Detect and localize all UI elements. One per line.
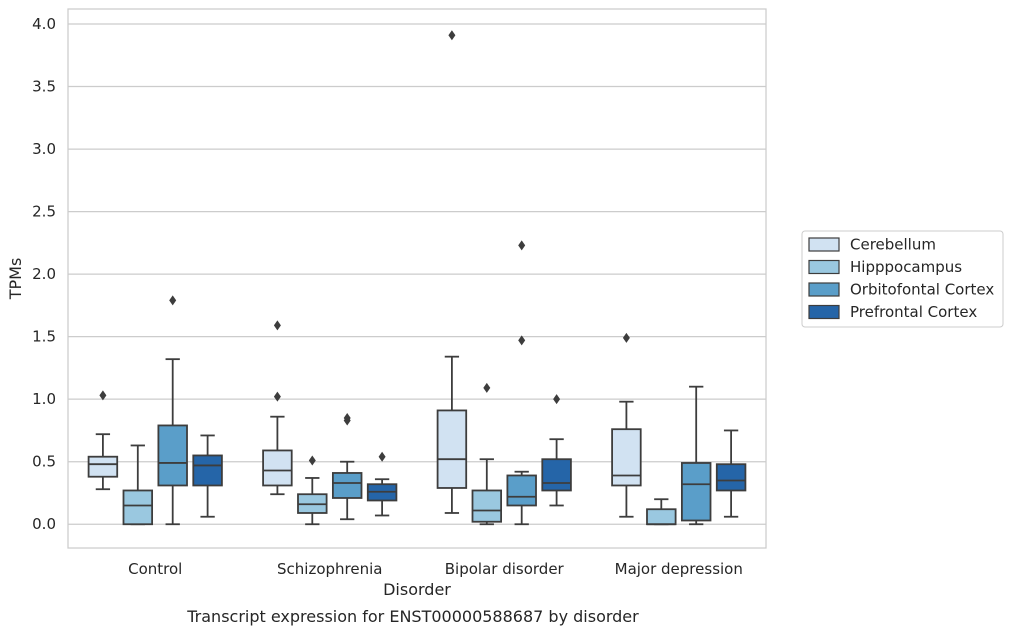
legend-label: Hipppocampus — [850, 258, 962, 276]
legend-frame — [801, 230, 1004, 328]
box-orbitofontal-cortex — [680, 385, 712, 526]
y-tick-label: 3.0 — [32, 140, 56, 158]
box-cerebellum — [262, 320, 293, 496]
legend-label: Cerebellum — [850, 236, 936, 254]
y-tick-label: 4.0 — [32, 15, 56, 33]
box-prefrontal-cortex — [715, 429, 747, 518]
box-prefrontal-cortex — [366, 451, 398, 517]
box-body — [192, 454, 223, 487]
box-body — [262, 449, 293, 487]
legend-item: Orbitofontal Cortex — [808, 281, 994, 299]
y-tick-label: 0.5 — [32, 453, 56, 471]
box-cerebellum — [436, 30, 468, 514]
outlier-point — [273, 391, 281, 402]
x-axis-label: Disorder — [383, 580, 451, 599]
y-tick-label: 1.5 — [32, 328, 56, 346]
outlier-point — [622, 332, 630, 343]
outlier-point — [308, 455, 316, 466]
x-tick-label: Bipolar disorder — [445, 560, 565, 578]
box-hipppocampus — [646, 498, 677, 526]
legend-item: Prefrontal Cortex — [808, 303, 977, 321]
outlier-point — [448, 30, 456, 41]
outlier-point — [273, 320, 281, 331]
outlier-point — [518, 240, 526, 251]
boxplot-marks — [87, 30, 747, 526]
y-axis-label: TPMs — [6, 258, 25, 301]
legend-label: Orbitofontal Cortex — [850, 281, 994, 299]
box-body — [157, 424, 188, 487]
legend-swatch — [808, 304, 840, 320]
box-orbitofontal-cortex — [506, 240, 537, 526]
box-body — [611, 428, 642, 487]
x-tick-label: Major depression — [615, 560, 743, 578]
outlier-point — [99, 390, 107, 401]
y-tick-label: 2.5 — [32, 203, 56, 221]
box-body — [646, 508, 677, 526]
legend-swatch — [808, 282, 840, 297]
box-prefrontal-cortex — [541, 394, 572, 507]
outlier-point — [518, 335, 526, 346]
box-body — [87, 455, 119, 478]
legend-swatch — [808, 259, 840, 275]
box-body — [122, 489, 154, 526]
box-orbitofontal-cortex — [157, 295, 188, 526]
box-prefrontal-cortex — [192, 434, 223, 518]
plot-frame — [67, 8, 767, 549]
outlier-point — [483, 382, 491, 393]
outlier-point — [378, 451, 386, 462]
box-body — [436, 409, 468, 489]
legend: Cerebellum Hipppocampus Orbitofontal Corte… — [801, 230, 1004, 328]
legend-swatch — [808, 237, 840, 252]
box-cerebellum — [611, 332, 642, 518]
box-body — [541, 458, 572, 492]
box-body — [331, 472, 363, 499]
box-hipppocampus — [297, 455, 328, 526]
y-tick-label: 0.0 — [32, 515, 56, 533]
box-body — [715, 463, 747, 492]
box-cerebellum — [87, 390, 119, 491]
legend-label: Prefrontal Cortex — [850, 303, 977, 321]
y-tick-label: 3.5 — [32, 78, 56, 96]
outlier-point — [553, 394, 561, 405]
box-body — [680, 462, 712, 522]
box-body — [471, 489, 503, 523]
y-tick-label: 2.0 — [32, 265, 56, 283]
x-tick-labels: Control Schizophrenia Bipolar disorder Majo… — [128, 560, 743, 578]
box-hipppocampus — [122, 444, 154, 526]
box-hipppocampus — [471, 382, 503, 526]
outlier-point — [343, 412, 351, 423]
chart-caption: Transcript expression for ENST0000058868… — [186, 607, 639, 626]
y-tick-labels: 0.0 0.5 1.0 1.5 2.0 2.5 3.0 3.5 4.0 — [32, 15, 56, 533]
legend-item: Hipppocampus — [808, 258, 962, 276]
y-tick-label: 1.0 — [32, 390, 56, 408]
box-body — [506, 474, 537, 507]
box-orbitofontal-cortex — [331, 412, 363, 521]
outlier-point — [169, 295, 177, 306]
x-tick-label: Schizophrenia — [277, 560, 382, 578]
legend-item: Cerebellum — [808, 236, 936, 254]
x-tick-label: Control — [128, 560, 182, 578]
